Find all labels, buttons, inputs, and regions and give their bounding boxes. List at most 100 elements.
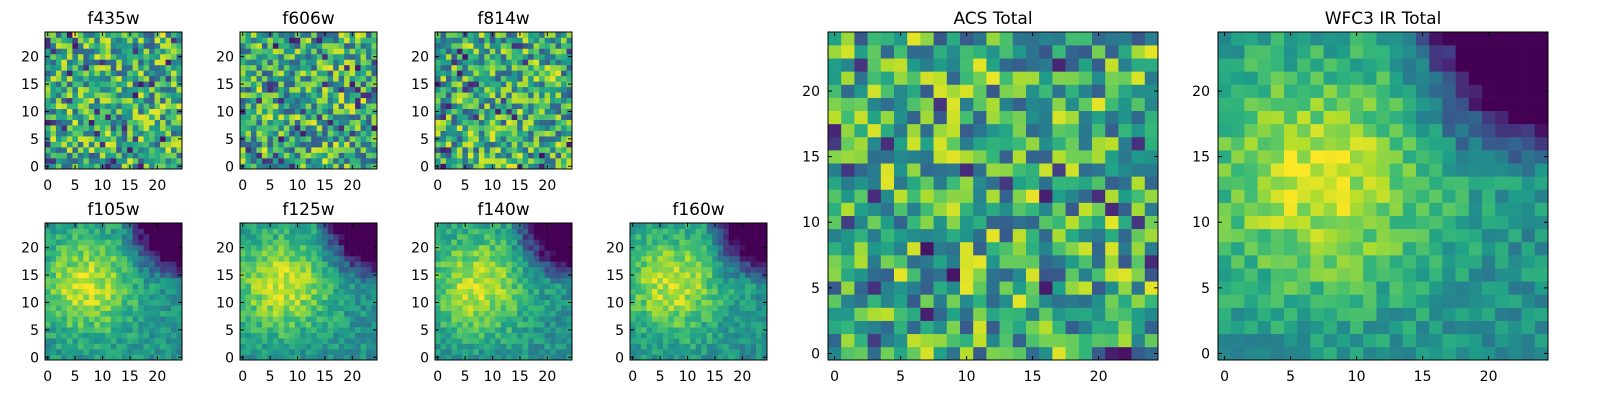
heatmap-cell	[165, 310, 172, 317]
heatmap-cell	[717, 277, 724, 284]
heatmap-cell	[561, 53, 567, 60]
heatmap-cell	[88, 97, 95, 104]
heatmap-cell	[473, 141, 480, 148]
heatmap-cell	[544, 103, 551, 110]
heatmap-cell	[355, 239, 361, 246]
heatmap-cell	[495, 64, 502, 71]
heatmap-cell	[116, 37, 123, 44]
heatmap-cell	[662, 233, 669, 240]
heatmap-cell	[99, 114, 106, 120]
heatmap-cell	[160, 32, 166, 38]
heatmap-cell	[894, 333, 908, 348]
heatmap-cell	[45, 70, 51, 77]
heatmap-cell	[121, 86, 128, 93]
heatmap-cell	[143, 223, 150, 229]
heatmap-cell	[640, 332, 647, 339]
heatmap-cell	[673, 343, 680, 350]
heatmap-cell	[506, 233, 513, 240]
heatmap-cell	[366, 316, 372, 322]
heatmap-cell	[245, 163, 252, 170]
heatmap-cell	[355, 244, 361, 251]
heatmap-cell	[371, 32, 378, 38]
heatmap-cell	[160, 37, 166, 44]
heatmap-cell	[240, 152, 246, 159]
heatmap-cell	[72, 266, 79, 273]
heatmap-cell	[355, 250, 361, 257]
heatmap-cell	[99, 294, 106, 301]
heatmap-cell	[445, 103, 452, 110]
heatmap-cell	[240, 233, 246, 240]
heatmap-cell	[1105, 202, 1119, 216]
heatmap-cell	[338, 130, 345, 137]
heatmap-cell	[528, 70, 534, 77]
heatmap-cell	[250, 108, 257, 115]
heatmap-cell	[66, 75, 73, 82]
heatmap-cell	[657, 228, 664, 235]
heatmap-cell	[456, 103, 463, 110]
heatmap-cell	[528, 305, 534, 311]
heatmap-cell	[300, 48, 307, 55]
heatmap-cell	[360, 239, 367, 246]
heatmap-cell	[272, 223, 279, 229]
heatmap-cell	[267, 75, 274, 82]
heatmap-cell	[435, 75, 441, 82]
heatmap-cell	[360, 125, 367, 131]
heatmap-cell	[894, 241, 908, 256]
heatmap-cell	[110, 327, 117, 333]
heatmap-cell	[94, 92, 101, 99]
heatmap-cell	[500, 59, 507, 66]
heatmap-cell	[99, 266, 106, 273]
heatmap-cell	[160, 97, 166, 104]
heatmap-cell	[154, 70, 161, 77]
heatmap-cell	[478, 103, 485, 110]
heatmap-cell	[668, 244, 675, 251]
heatmap-cell	[171, 316, 177, 322]
heatmap-cell	[366, 163, 372, 170]
heatmap-cell	[132, 239, 139, 246]
heatmap-cell	[756, 244, 762, 251]
heatmap-cell	[662, 338, 669, 344]
heatmap-cell	[522, 244, 529, 251]
heatmap-cell	[165, 32, 172, 38]
heatmap-cell	[467, 310, 474, 317]
heatmap-cell	[561, 310, 567, 317]
heatmap-cell	[511, 59, 518, 66]
heatmap-cell	[484, 70, 491, 77]
heatmap-cell	[110, 108, 117, 115]
heatmap-cell	[344, 81, 350, 88]
heatmap-cell	[349, 125, 356, 131]
heatmap-cell	[66, 349, 73, 355]
heatmap-cell	[355, 321, 361, 328]
heatmap-cell	[176, 255, 183, 262]
heatmap-cell	[121, 261, 128, 268]
heatmap-cell	[528, 233, 534, 240]
heatmap-cell	[327, 266, 334, 273]
heatmap-cell	[50, 233, 57, 240]
heatmap-cell	[256, 119, 263, 126]
heatmap-cell	[440, 53, 447, 60]
heatmap-cell	[561, 299, 567, 306]
heatmap-cell	[986, 202, 1000, 216]
y-tick-label: 0	[615, 350, 624, 366]
heatmap-cell	[116, 288, 123, 295]
heatmap-cell	[920, 346, 934, 361]
heatmap-cell	[555, 75, 562, 82]
heatmap-cell	[83, 108, 90, 115]
heatmap-cell	[127, 86, 133, 93]
heatmap-cell	[55, 338, 62, 344]
heatmap-cell	[478, 294, 485, 301]
heatmap-cell	[867, 333, 882, 348]
heatmap-cell	[717, 244, 724, 251]
heatmap-cell	[517, 59, 523, 66]
heatmap-cell	[127, 288, 133, 295]
heatmap-cell	[657, 294, 664, 301]
heatmap-cell	[484, 223, 491, 229]
heatmap-cell	[311, 343, 318, 350]
heatmap-cell	[105, 310, 112, 317]
heatmap-cell	[256, 152, 263, 159]
heatmap-cell	[154, 48, 161, 55]
heatmap-cell	[132, 354, 139, 361]
heatmap-cell	[679, 316, 686, 322]
heatmap-cell	[83, 299, 90, 306]
heatmap-cell	[640, 250, 647, 257]
